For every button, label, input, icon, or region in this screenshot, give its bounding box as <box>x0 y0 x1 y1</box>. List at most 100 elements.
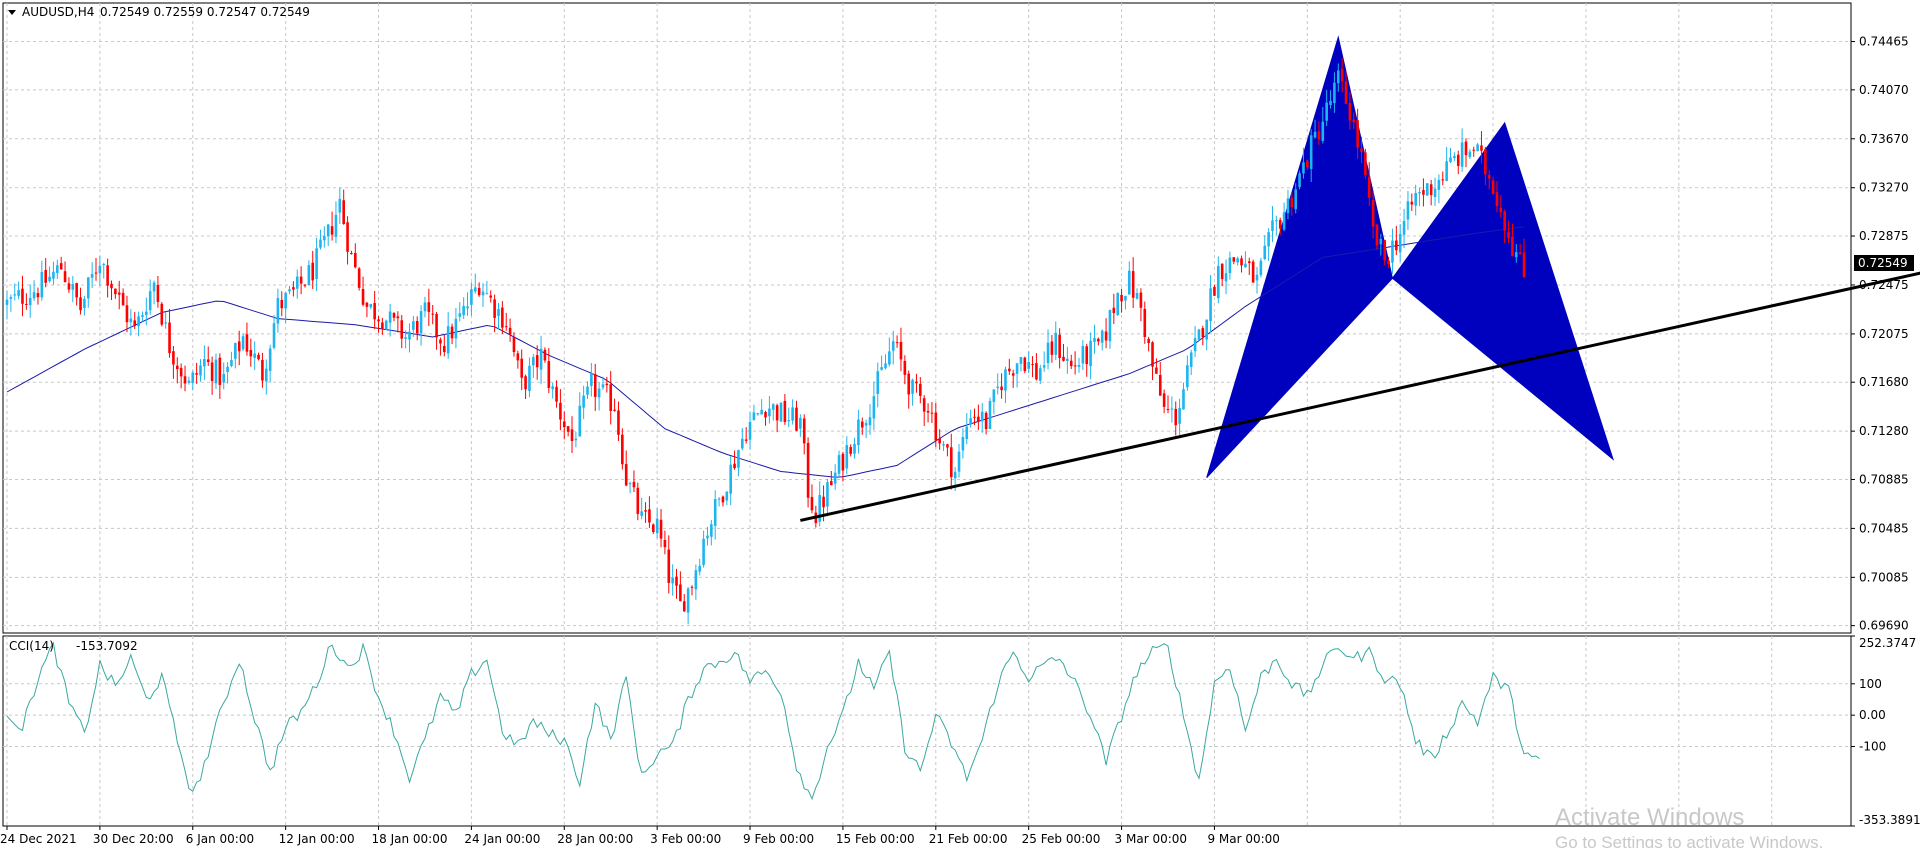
bear-candle-body <box>659 519 663 539</box>
bear-candle-body <box>280 299 284 309</box>
bear-candle-body <box>1383 240 1387 261</box>
bull-candle-body <box>1333 82 1336 104</box>
bear-candle-body <box>195 373 198 375</box>
bear-candle-body <box>415 321 419 334</box>
bull-candle-body <box>826 482 829 507</box>
bear-candle-body <box>775 405 779 421</box>
bull-candle-body <box>276 298 280 324</box>
bear-candle-body <box>79 297 82 311</box>
bull-candle-body <box>264 368 268 382</box>
activate-windows-title: Activate Windows <box>1555 804 1744 831</box>
bear-candle-body <box>292 287 295 290</box>
bear-candle-body <box>450 326 454 339</box>
bear-candle-body <box>1240 258 1243 266</box>
price-tick-label: 0.74070 <box>1859 83 1909 97</box>
bull-candle-body <box>539 348 543 370</box>
bull-candle-body <box>226 366 229 372</box>
bull-candle-body <box>1282 212 1286 230</box>
bear-candle-body <box>648 509 651 523</box>
bull-candle-body <box>102 264 106 266</box>
time-tick-label: 18 Jan 00:00 <box>372 832 448 846</box>
bull-candle-body <box>876 371 880 394</box>
time-tick-label: 9 Mar 00:00 <box>1207 832 1280 846</box>
bull-candle-body <box>578 405 582 437</box>
activate-windows-subtitle: Go to Settings to activate Windows. <box>1555 833 1823 848</box>
bull-candle-body <box>1433 188 1437 197</box>
bull-candle-body <box>1263 245 1267 259</box>
bull-candle-body <box>1015 363 1019 374</box>
bear-candle-body <box>783 400 787 422</box>
bull-candle-body <box>446 326 450 354</box>
moving-average <box>6 226 1525 478</box>
bear-candle-body <box>373 303 376 320</box>
bull-candle-body <box>655 518 659 534</box>
bull-candle-body <box>1468 151 1472 158</box>
cci-tick-label: -353.3891 <box>1859 813 1920 827</box>
bull-candle-body <box>1302 162 1305 174</box>
bear-candle-body <box>930 412 934 414</box>
bear-candle-body <box>1147 338 1150 344</box>
bull-candle-body <box>295 276 299 289</box>
bull-candle-body <box>857 419 860 446</box>
bear-candle-body <box>1112 307 1116 314</box>
bear-candle-body <box>1213 286 1216 296</box>
bear-candle-body <box>504 326 508 328</box>
bull-candle-body <box>338 198 342 213</box>
bear-candle-body <box>183 376 187 384</box>
bull-candle-body <box>241 336 245 350</box>
bear-candle-body <box>1387 260 1390 265</box>
bear-candle-body <box>1364 152 1367 176</box>
bear-candle-body <box>984 412 988 430</box>
bear-candle-body <box>431 313 434 315</box>
bear-candle-body <box>435 313 438 338</box>
price-tick-label: 0.71680 <box>1859 375 1909 389</box>
bear-candle-body <box>1155 367 1158 374</box>
bull-candle-body <box>1449 157 1452 163</box>
price-tick-label: 0.72475 <box>1859 278 1909 292</box>
bear-candle-body <box>1097 338 1100 342</box>
bull-candle-body <box>152 282 156 292</box>
bull-candle-body <box>369 304 373 308</box>
bear-candle-body <box>1429 184 1433 196</box>
bear-candle-body <box>350 253 353 255</box>
bull-candle-body <box>768 408 771 417</box>
bear-candle-body <box>1441 179 1445 181</box>
trendline[interactable] <box>800 209 1920 522</box>
bull-candle-body <box>1182 389 1185 410</box>
bear-candle-body <box>1069 360 1073 367</box>
bear-candle-body <box>520 358 524 378</box>
bull-candle-body <box>1135 293 1139 299</box>
bull-candle-body <box>423 302 427 312</box>
bull-candle-body <box>586 386 589 395</box>
bull-candle-body <box>911 379 914 394</box>
bull-candle-body <box>942 444 945 446</box>
bear-candle-body <box>895 342 899 344</box>
cci-title: CCI(14) <box>9 639 54 653</box>
bear-candle-body <box>179 367 183 377</box>
bear-candle-body <box>218 357 222 385</box>
bear-candle-body <box>1232 257 1236 262</box>
bear-candle-body <box>1131 271 1135 298</box>
bull-candle-body <box>199 365 202 376</box>
bear-candle-body <box>1422 190 1425 195</box>
bear-candle-body <box>381 322 384 330</box>
bear-candle-body <box>1395 240 1398 251</box>
bear-candle-body <box>744 439 748 441</box>
trendline-segment[interactable] <box>800 209 1920 522</box>
bull-candle-body <box>1453 156 1456 158</box>
bull-candle-body <box>315 248 318 279</box>
bull-candle-body <box>83 298 86 308</box>
bear-candle-body <box>667 549 671 583</box>
bear-candle-body <box>977 416 980 422</box>
bear-candle-body <box>1166 408 1170 410</box>
bull-candle-body <box>388 311 392 323</box>
bull-candle-body <box>741 438 744 449</box>
bear-candle-body <box>245 334 249 352</box>
time-tick-label: 12 Jan 00:00 <box>279 832 355 846</box>
bull-candle-body <box>980 411 984 422</box>
bull-candle-body <box>1217 265 1220 299</box>
symbol-dropdown-icon[interactable] <box>8 10 16 15</box>
bull-candle-body <box>837 455 841 474</box>
bear-candle-body <box>1317 131 1321 140</box>
